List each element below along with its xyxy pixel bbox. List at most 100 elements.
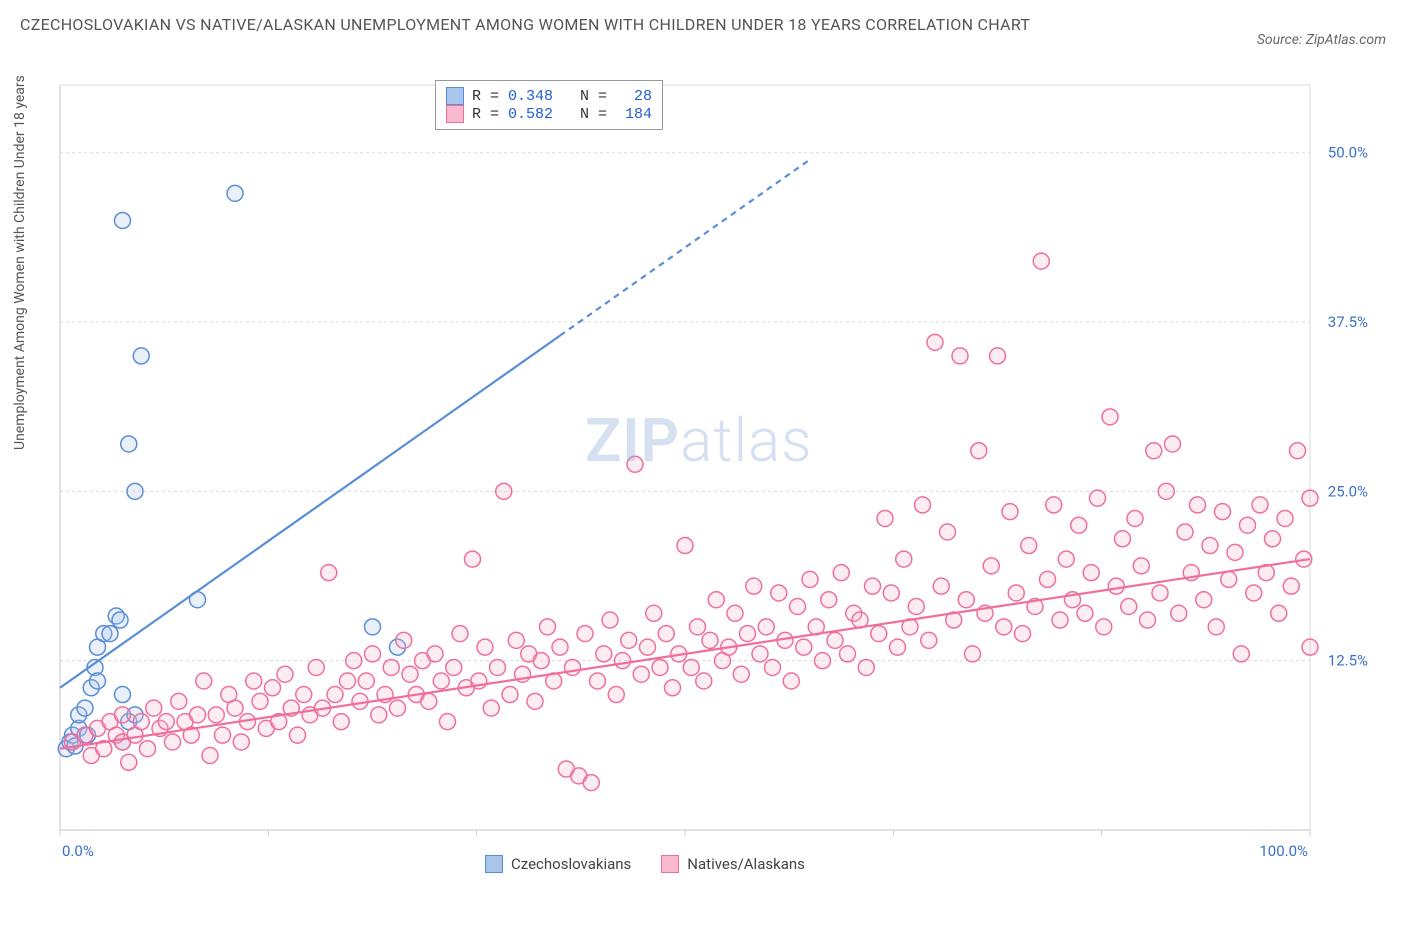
data-point bbox=[146, 700, 162, 716]
data-point bbox=[1177, 524, 1193, 540]
data-point bbox=[758, 619, 774, 635]
data-point bbox=[383, 659, 399, 675]
data-point bbox=[1283, 578, 1299, 594]
data-point bbox=[308, 659, 324, 675]
data-point bbox=[196, 673, 212, 689]
legend-swatch bbox=[661, 855, 679, 873]
data-point bbox=[1121, 599, 1137, 615]
data-point bbox=[333, 714, 349, 730]
data-point bbox=[346, 653, 362, 669]
data-point bbox=[1090, 490, 1106, 506]
data-point bbox=[1133, 558, 1149, 574]
data-point bbox=[1165, 436, 1181, 452]
data-point bbox=[246, 673, 262, 689]
stats-legend-text: R = 0.582 N = 184 bbox=[472, 106, 652, 123]
y-axis-label: Unemployment Among Women with Children U… bbox=[12, 75, 28, 450]
data-point bbox=[1040, 571, 1056, 587]
data-point bbox=[927, 334, 943, 350]
data-point bbox=[115, 707, 131, 723]
data-point bbox=[871, 626, 887, 642]
data-point bbox=[627, 456, 643, 472]
data-point bbox=[1033, 253, 1049, 269]
data-point bbox=[908, 599, 924, 615]
data-point bbox=[940, 524, 956, 540]
data-point bbox=[652, 659, 668, 675]
scatter-plot: 12.5%25.0%37.5%50.0%0.0%100.0% R = 0.348… bbox=[55, 75, 1380, 865]
data-point bbox=[1008, 585, 1024, 601]
y-tick-label: 50.0% bbox=[1328, 144, 1368, 162]
chart-title: CZECHOSLOVAKIAN VS NATIVE/ALASKAN UNEMPL… bbox=[20, 12, 1030, 38]
data-point bbox=[1202, 538, 1218, 554]
stats-legend-row: R = 0.348 N = 28 bbox=[446, 87, 652, 105]
data-point bbox=[1046, 497, 1062, 513]
x-tick-label: 0.0% bbox=[62, 842, 94, 860]
data-point bbox=[496, 483, 512, 499]
data-point bbox=[596, 646, 612, 662]
data-point bbox=[1196, 592, 1212, 608]
data-point bbox=[440, 714, 456, 730]
data-point bbox=[327, 687, 343, 703]
data-point bbox=[608, 687, 624, 703]
data-point bbox=[102, 626, 118, 642]
data-point bbox=[1302, 639, 1318, 655]
data-point bbox=[1215, 504, 1231, 520]
data-point bbox=[227, 185, 243, 201]
data-point bbox=[1077, 605, 1093, 621]
data-point bbox=[840, 646, 856, 662]
data-point bbox=[140, 741, 156, 757]
data-point bbox=[771, 585, 787, 601]
y-tick-label: 25.0% bbox=[1328, 482, 1368, 500]
data-point bbox=[540, 619, 556, 635]
data-point bbox=[1127, 510, 1143, 526]
bottom-legend-item: Czechoslovakians bbox=[485, 855, 631, 873]
data-point bbox=[827, 632, 843, 648]
data-point bbox=[452, 626, 468, 642]
source-attribution: Source: ZipAtlas.com bbox=[1257, 32, 1386, 48]
data-point bbox=[983, 558, 999, 574]
y-tick-label: 12.5% bbox=[1328, 652, 1368, 670]
data-point bbox=[740, 626, 756, 642]
data-point bbox=[340, 673, 356, 689]
data-point bbox=[133, 714, 149, 730]
data-point bbox=[640, 639, 656, 655]
data-point bbox=[1052, 612, 1068, 628]
data-point bbox=[1021, 538, 1037, 554]
data-point bbox=[1227, 544, 1243, 560]
data-point bbox=[365, 619, 381, 635]
trend-line bbox=[60, 336, 560, 688]
data-point bbox=[602, 612, 618, 628]
data-point bbox=[646, 605, 662, 621]
data-point bbox=[158, 714, 174, 730]
data-point bbox=[683, 659, 699, 675]
data-point bbox=[202, 748, 218, 764]
data-point bbox=[552, 639, 568, 655]
data-point bbox=[171, 693, 187, 709]
data-point bbox=[952, 348, 968, 364]
legend-swatch bbox=[446, 87, 464, 105]
data-point bbox=[933, 578, 949, 594]
data-point bbox=[433, 673, 449, 689]
data-point bbox=[208, 707, 224, 723]
data-point bbox=[896, 551, 912, 567]
data-point bbox=[690, 619, 706, 635]
data-point bbox=[527, 693, 543, 709]
data-point bbox=[583, 775, 599, 791]
data-point bbox=[77, 700, 93, 716]
data-point bbox=[821, 592, 837, 608]
data-point bbox=[1158, 483, 1174, 499]
data-point bbox=[965, 646, 981, 662]
data-point bbox=[746, 578, 762, 594]
data-point bbox=[1290, 443, 1306, 459]
data-point bbox=[365, 646, 381, 662]
data-point bbox=[665, 680, 681, 696]
data-point bbox=[733, 666, 749, 682]
data-point bbox=[1015, 626, 1031, 642]
data-point bbox=[990, 348, 1006, 364]
legend-swatch bbox=[485, 855, 503, 873]
data-point bbox=[658, 626, 674, 642]
data-point bbox=[133, 348, 149, 364]
data-point bbox=[252, 693, 268, 709]
data-point bbox=[190, 707, 206, 723]
data-point bbox=[815, 653, 831, 669]
data-point bbox=[483, 700, 499, 716]
